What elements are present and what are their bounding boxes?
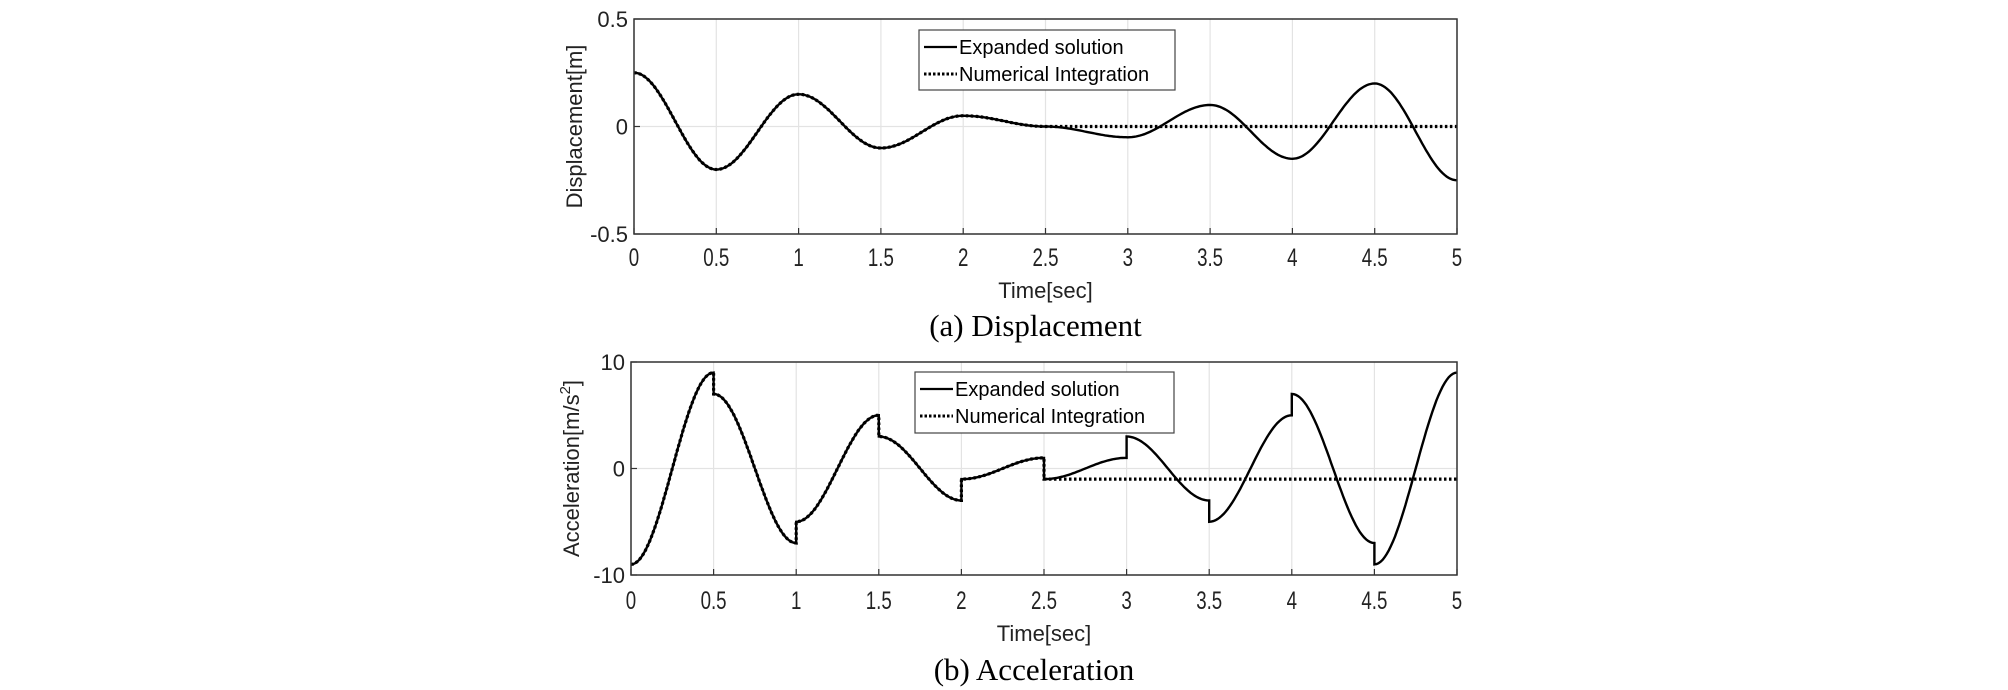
x-tick-label: 3 [1123, 243, 1133, 271]
x-tick-label: 2.5 [1033, 243, 1059, 271]
x-tick-label: 1 [791, 586, 801, 614]
legend-entry: Numerical Integration [955, 406, 1145, 428]
y-axis-label: Displacement[m] [562, 45, 587, 209]
x-axis-label: Time[sec] [998, 278, 1093, 303]
legend-box [918, 29, 1176, 91]
chart-displacement: 0 0.5 1 1.5 2 2.5 3 3.5 4 4.5 5-0.500.5Time[sec]Di… [562, 7, 1462, 343]
x-tick-label: 2 [956, 586, 966, 614]
y-tick-label: 0 [616, 115, 628, 140]
series-line-numerical-integration [633, 71, 1457, 172]
legend-entry: Expanded solution [959, 37, 1124, 59]
x-tick-label: 3 [1121, 586, 1131, 614]
x-tick-label: 2 [958, 243, 968, 271]
x-tick-label: 4.5 [1362, 243, 1388, 271]
y-tick-label: -10 [593, 563, 625, 588]
y-axis-label-text: Acceleration[m/s [559, 394, 584, 557]
y-axis-label: Acceleration[m/s2] [557, 380, 584, 557]
x-tick-label: 0 [629, 243, 639, 271]
x-tick-label: 1 [793, 243, 803, 271]
chart-acceleration: 0 0.5 1 1.5 2 2.5 3 3.5 4 4.5 5-10010Time[sec]Acce… [557, 350, 1462, 687]
x-tick-label: 1.5 [866, 586, 892, 614]
y-axis-label-text: Displacement[m] [562, 45, 587, 209]
legend: Expanded solution Numerical Integration [914, 371, 1175, 434]
y-tick-label: 10 [601, 350, 625, 375]
x-tick-label: 3.5 [1197, 243, 1223, 271]
x-tick-label: 3.5 [1196, 586, 1222, 614]
x-axis-label: Time[sec] [997, 621, 1092, 646]
y-tick-label: -0.5 [590, 222, 628, 247]
figure-caption: (b) Acceleration [934, 652, 1135, 687]
x-tick-label: 5 [1452, 243, 1462, 271]
x-tick-label: 5 [1452, 586, 1462, 614]
x-tick-label: 4 [1287, 586, 1297, 614]
x-tick-label: 0.5 [703, 243, 729, 271]
legend-entry: Expanded solution [955, 379, 1120, 401]
x-tick-label: 2.5 [1031, 586, 1057, 614]
x-tick-label: 1.5 [868, 243, 894, 271]
y-tick-label: 0 [613, 457, 625, 482]
x-tick-label: 0 [626, 586, 636, 614]
x-tick-label: 4 [1287, 243, 1297, 271]
y-axis-label-superscript: 2 [557, 386, 574, 394]
x-tick-label: 0.5 [701, 586, 727, 614]
legend-box [914, 371, 1175, 434]
x-tick-label: 4.5 [1361, 586, 1387, 614]
figure-caption: (a) Displacement [929, 308, 1142, 343]
series-line-numerical-integration [630, 370, 1457, 566]
legend: Expanded solution Numerical Integration [918, 29, 1176, 91]
y-axis-label-end: ] [559, 380, 584, 386]
y-tick-label: 0.5 [597, 7, 628, 32]
legend-entry: Numerical Integration [959, 64, 1149, 86]
